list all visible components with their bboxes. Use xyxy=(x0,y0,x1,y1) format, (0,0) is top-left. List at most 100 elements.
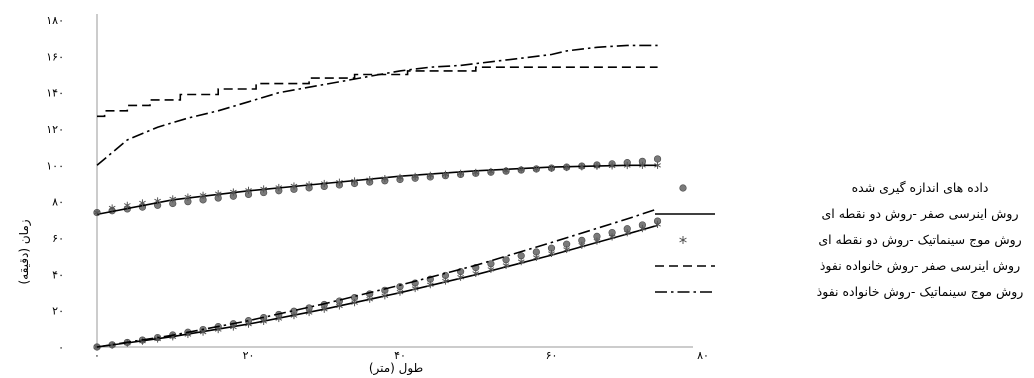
legend-item-2-swatch-stroke xyxy=(679,237,687,243)
series-2-group-0-point-7-stroke xyxy=(199,329,207,335)
series-2-group-0-point-28-stroke xyxy=(517,259,525,264)
series-2-group-1-point-35 xyxy=(623,161,631,170)
y-tick-label-9: ۱۸۰ xyxy=(46,14,64,27)
series-2-group-1-point-8-stroke xyxy=(214,191,222,196)
series-2-group-1-point-35-stroke xyxy=(623,163,631,168)
series-2-group-0-point-36 xyxy=(639,224,646,233)
series-2-group-1-point-28-stroke xyxy=(517,167,525,172)
series-4-group-1-line xyxy=(96,208,658,348)
legend-item-2-label: روش موج سینماتیک -روش دو نقطه ای xyxy=(818,232,1021,248)
series-2-group-0-point-17 xyxy=(351,299,358,307)
y-tick-label-5: ۱۰۰ xyxy=(46,159,64,172)
series-2-group-1-point-9 xyxy=(229,188,237,196)
series-2-group-0-point-31-stroke xyxy=(563,247,571,252)
series-2-group-1-point-33-stroke xyxy=(593,164,601,169)
axes xyxy=(96,14,693,348)
series-2-group-1-point-33 xyxy=(593,162,601,170)
y-axis-title: زمان (دقیقه) xyxy=(17,219,32,284)
series-2-group-1-point-18 xyxy=(366,176,374,184)
series-2-group-1-point-22-stroke xyxy=(426,173,434,178)
series-2-group-0-point-24 xyxy=(457,273,464,281)
series-2-group-0-point-16-stroke xyxy=(336,303,343,309)
legend-item-0-label: داده های اندازه گیری شده xyxy=(852,180,989,196)
legend-item-1-label: روش اینرسی صفر -روش دو نقطه ای xyxy=(822,206,1019,222)
series-2-group-0-point-19 xyxy=(381,292,389,300)
series-2-group-0-point-28 xyxy=(517,258,525,266)
series-2-group-1-point-17 xyxy=(351,177,358,185)
series-2-group-0-point-17-stroke xyxy=(351,300,358,305)
series-2-group-1-point-5 xyxy=(169,195,177,203)
series-2-group-0-point-27 xyxy=(502,261,510,270)
series-2-group-1-point-10-stroke xyxy=(245,188,252,193)
series-2-group-0-point-18 xyxy=(366,295,374,303)
series-2-group-1-point-36-stroke xyxy=(639,163,646,168)
x-axis-title: طول (متر) xyxy=(369,361,423,376)
series-2-group-0-point-32-stroke xyxy=(578,243,586,248)
series-2-group-0-point-32 xyxy=(578,241,586,249)
x-tick-label-4: ۸۰ xyxy=(697,349,709,362)
legend-item-0-swatch xyxy=(679,184,687,192)
series-2-group-1-point-18-stroke xyxy=(366,177,374,182)
series-2-group-0-point-11 xyxy=(260,317,268,325)
series-2-group-1-point-15 xyxy=(320,179,328,188)
series-2-group-0-point-9-stroke xyxy=(229,324,237,330)
y-tick-label-1: ۲۰ xyxy=(52,305,64,318)
series-3-group-0-line xyxy=(97,66,658,118)
y-tick-label-4: ۸۰ xyxy=(52,196,64,209)
series-2-group-1-point-6-stroke xyxy=(184,194,192,200)
legend-item-2: روش موج سینماتیک -روش دو نقطه ای xyxy=(679,232,1022,248)
series-2-group-1-point-14 xyxy=(305,181,313,189)
series-2-group-1-point-1-stroke xyxy=(108,205,116,211)
series-2-group-0-point-10 xyxy=(245,320,252,328)
y-tick-label-3: ۶۰ xyxy=(52,232,64,245)
series-2-group-0-point-23 xyxy=(442,277,449,285)
series-2-group-0-point-10-stroke xyxy=(245,321,252,327)
series-2-group-1-point-24 xyxy=(457,169,464,177)
series-2-group-1-point-15-stroke xyxy=(320,181,328,186)
series-2-group-1-point-30 xyxy=(548,164,555,172)
series-2-group-0-point-35 xyxy=(623,229,631,237)
series-2-group-1-point-16-stroke xyxy=(336,179,343,185)
plot-area xyxy=(93,44,662,351)
series-4-group-0-line xyxy=(96,44,658,166)
series-2-group-0-point-37 xyxy=(654,220,661,228)
series-2-group-1-point-37-stroke xyxy=(654,163,661,168)
series-2-group-0-point-34-stroke xyxy=(608,234,616,240)
series-2-group-0-point-5-stroke xyxy=(169,334,177,340)
series-2-group-1-point-36 xyxy=(639,161,646,169)
series-2-group-1-point-11-stroke xyxy=(260,186,268,192)
series-2-group-0-point-12 xyxy=(275,314,283,323)
series-2-group-0-point-22-stroke xyxy=(426,282,434,287)
y-tick-label-2: ۴۰ xyxy=(52,268,64,281)
series-2-group-1-point-31 xyxy=(563,163,571,172)
legend-item-0: داده های اندازه گیری شده xyxy=(679,180,989,196)
series-2-group-1-point-0 xyxy=(93,208,101,217)
series-2-group-0-point-25-stroke xyxy=(472,271,480,276)
series-2-group-1-point-32 xyxy=(578,163,586,171)
series-1-group-1-line xyxy=(96,164,658,216)
series-2-group-1-point-27-stroke xyxy=(502,168,510,173)
series-2-group-1-point-5-stroke xyxy=(169,196,177,202)
y-tick-label-8: ۱۶۰ xyxy=(46,50,64,63)
series-2-group-1-point-10 xyxy=(245,186,252,195)
series-2-group-0-point-30-stroke xyxy=(548,251,555,256)
series-2-group-0-point-22 xyxy=(426,281,434,289)
series-2-group-0-point-27-stroke xyxy=(502,263,510,268)
series-1-group-0-line xyxy=(96,224,658,348)
series-2-group-1-point-29-stroke xyxy=(532,166,540,172)
series-2-group-1-point-3-stroke xyxy=(139,200,146,206)
series-2-group-0-point-8-stroke xyxy=(214,327,222,332)
series-2-group-0-point-34 xyxy=(608,233,616,241)
series-2-group-0-point-19-stroke xyxy=(381,293,389,299)
series-2-group-0-point-35-stroke xyxy=(623,230,631,235)
series-2-group-0-point-9 xyxy=(229,323,237,331)
x-tick-label-0: ۰ xyxy=(94,349,100,362)
series-2-group-0-point-15-stroke xyxy=(320,306,328,312)
series-2-group-0-point-20-stroke xyxy=(396,289,404,295)
series-2-group-1-point-4-stroke xyxy=(154,198,161,204)
legend: داده های اندازه گیری شده روش اینرسی صفر -… xyxy=(655,180,1023,300)
series-2-group-1-point-21-stroke xyxy=(411,174,419,179)
series-2-group-1-point-26 xyxy=(487,167,495,176)
legend-item-3-label: روش اینرسی صفر -روش خانواده نفوذ xyxy=(820,258,1020,274)
